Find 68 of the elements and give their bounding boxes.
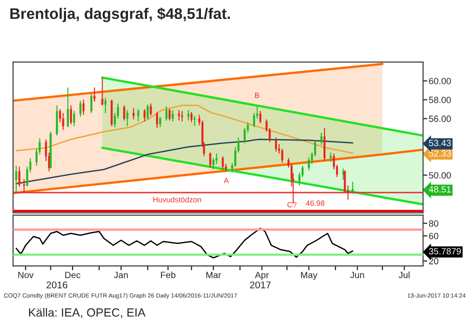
candlestick — [73, 110, 76, 127]
x-tick-label: Jan — [114, 272, 128, 278]
candlestick — [126, 110, 128, 127]
candlestick — [209, 152, 212, 168]
y-tick-label: 35.7879 — [428, 248, 461, 254]
candlestick — [18, 166, 20, 187]
candlestick — [222, 156, 224, 170]
candlestick — [79, 100, 82, 118]
candlestick — [330, 152, 332, 162]
x-tick-label: Dec — [65, 272, 80, 278]
y-tick-label: 60 — [429, 232, 438, 240]
candlestick — [62, 112, 64, 130]
x2-tick-label: 2017 — [250, 281, 271, 288]
candlestick — [159, 116, 162, 128]
y-tick-label: 56.00 — [428, 116, 451, 122]
y-tick-label: 52.33 — [428, 150, 451, 157]
y-tick-label: 80 — [429, 220, 438, 227]
candlestick — [168, 108, 171, 121]
candlestick — [194, 115, 196, 127]
candlestick — [352, 181, 354, 194]
candlestick — [181, 110, 184, 122]
candlestick — [93, 87, 96, 102]
candlestick — [104, 97, 106, 114]
x-tick-label: Jun — [350, 272, 364, 278]
candlestick — [308, 156, 310, 171]
candlestick — [324, 128, 326, 162]
candlestick — [66, 87, 69, 128]
y-tick-label: 53.43 — [428, 140, 451, 146]
candlestick — [23, 178, 26, 193]
y-tick-label: 60.00 — [429, 78, 451, 84]
candlestick — [178, 110, 180, 121]
x-tick-label: Mar — [206, 272, 222, 278]
candlestick — [165, 106, 168, 121]
x-tick-label: May — [301, 272, 318, 280]
candlestick — [56, 104, 58, 136]
y-tick-label: 48.51 — [428, 186, 451, 193]
x-tick-label: Apr — [254, 272, 269, 280]
candlestick — [144, 108, 146, 122]
candlestick — [70, 104, 72, 125]
candlestick — [82, 99, 85, 116]
y-tick-label: 20 — [429, 258, 438, 264]
x-tick-label: Feb — [160, 272, 176, 278]
candlestick — [110, 99, 113, 127]
candlestick — [123, 104, 126, 121]
candlestick — [190, 112, 192, 123]
candlestick — [320, 132, 322, 146]
candlestick — [146, 104, 149, 120]
candlestick — [187, 110, 190, 121]
candlestick — [274, 136, 277, 152]
candlestick — [15, 165, 18, 193]
text: Källa: IEA, OPEC, EIA — [29, 308, 146, 318]
candlestick — [259, 110, 262, 124]
y-tick-label: 50.00 — [428, 172, 451, 179]
candlestick — [281, 148, 284, 164]
chart-title: Brentolja, dagsgraf, $48,51/fat. — [10, 8, 230, 22]
line-series — [16, 228, 354, 258]
x-tick-label: Jul — [398, 272, 410, 278]
candlestick — [212, 158, 214, 170]
candlestick — [101, 76, 104, 106]
y-tick-label: 58.00 — [428, 96, 451, 104]
x2-tick-label: 2016 — [46, 281, 68, 288]
candlestick — [132, 108, 135, 120]
x-tick-label: Nov — [18, 272, 34, 278]
candlestick — [172, 110, 174, 122]
candlestick — [156, 112, 158, 129]
candlestick — [150, 103, 152, 116]
candlestick — [137, 108, 140, 122]
candlestick — [90, 94, 92, 114]
